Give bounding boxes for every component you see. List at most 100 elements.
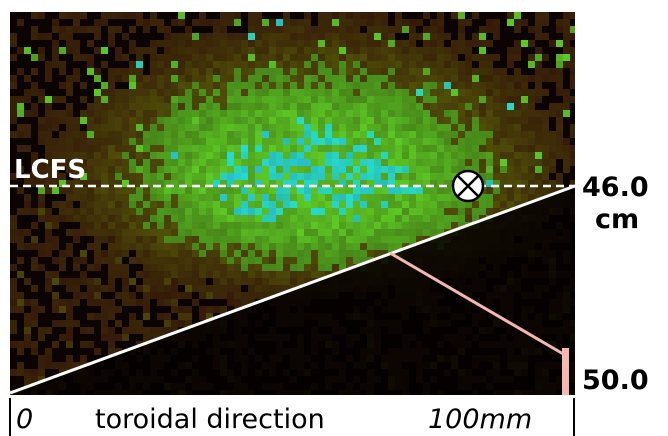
pixel <box>521 110 528 117</box>
pixel <box>24 313 31 320</box>
pixel <box>213 194 220 201</box>
pixel <box>556 103 563 110</box>
pixel <box>234 229 241 236</box>
pixel <box>178 250 185 257</box>
pixel <box>325 89 332 96</box>
pixel <box>395 19 402 26</box>
pixel <box>122 201 129 208</box>
pixel <box>325 117 332 124</box>
pixel <box>402 152 409 159</box>
pixel <box>213 166 220 173</box>
pixel <box>87 103 94 110</box>
pixel <box>206 236 213 243</box>
pixel <box>402 124 409 131</box>
pixel <box>66 334 73 341</box>
pixel <box>45 327 52 334</box>
pixel <box>402 40 409 47</box>
pixel <box>290 271 297 278</box>
pixel <box>556 110 563 117</box>
pixel <box>381 61 388 68</box>
pixel <box>115 222 122 229</box>
pixel <box>374 201 381 208</box>
pixel <box>227 103 234 110</box>
pixel <box>528 110 535 117</box>
pixel <box>94 299 101 306</box>
pixel <box>220 12 227 19</box>
pixel <box>416 82 423 89</box>
pixel <box>318 103 325 110</box>
pixel <box>115 208 122 215</box>
pixel <box>178 110 185 117</box>
pixel <box>129 12 136 19</box>
pixel <box>353 26 360 33</box>
pixel <box>227 201 234 208</box>
pixel <box>192 278 199 285</box>
pixel <box>395 145 402 152</box>
pixel <box>227 278 234 285</box>
pixel <box>472 40 479 47</box>
pixel <box>108 334 115 341</box>
pixel <box>73 117 80 124</box>
pixel <box>164 61 171 68</box>
pixel <box>311 47 318 54</box>
pixel <box>325 215 332 222</box>
pixel <box>276 68 283 75</box>
pixel <box>143 75 150 82</box>
pixel <box>66 208 73 215</box>
pixel <box>416 47 423 54</box>
pixel <box>360 19 367 26</box>
pixel <box>332 236 339 243</box>
pixel <box>570 47 575 54</box>
pixel <box>178 187 185 194</box>
pixel <box>402 131 409 138</box>
pixel <box>514 75 521 82</box>
pixel <box>199 131 206 138</box>
pixel <box>402 173 409 180</box>
pixel <box>339 215 346 222</box>
pixel <box>220 285 227 292</box>
pixel <box>479 89 486 96</box>
pixel <box>353 47 360 54</box>
pixel <box>192 215 199 222</box>
pixel <box>87 208 94 215</box>
pixel <box>283 12 290 19</box>
pixel <box>255 243 262 250</box>
pixel <box>220 243 227 250</box>
pixel <box>185 131 192 138</box>
pixel <box>241 131 248 138</box>
pixel <box>381 166 388 173</box>
pixel <box>290 173 297 180</box>
pixel <box>199 222 206 229</box>
pixel <box>122 173 129 180</box>
pixel <box>297 229 304 236</box>
pixel <box>101 110 108 117</box>
pixel <box>556 82 563 89</box>
pixel <box>101 208 108 215</box>
pixel <box>10 299 17 306</box>
pixel <box>227 61 234 68</box>
pixel <box>220 159 227 166</box>
pixel <box>451 138 458 145</box>
pixel <box>283 145 290 152</box>
pixel <box>493 138 500 145</box>
pixel <box>213 54 220 61</box>
pixel <box>332 82 339 89</box>
pixel <box>255 68 262 75</box>
pixel <box>437 152 444 159</box>
pixel <box>374 166 381 173</box>
pixel <box>206 194 213 201</box>
pixel <box>563 159 570 166</box>
pixel <box>528 159 535 166</box>
pixel <box>143 173 150 180</box>
pixel <box>486 61 493 68</box>
pixel <box>227 173 234 180</box>
pixel <box>255 257 262 264</box>
pixel <box>45 145 52 152</box>
pixel <box>234 33 241 40</box>
pixel <box>206 264 213 271</box>
pixel <box>542 89 549 96</box>
pixel <box>213 19 220 26</box>
pixel <box>276 243 283 250</box>
pixel <box>94 194 101 201</box>
pixel <box>367 236 374 243</box>
